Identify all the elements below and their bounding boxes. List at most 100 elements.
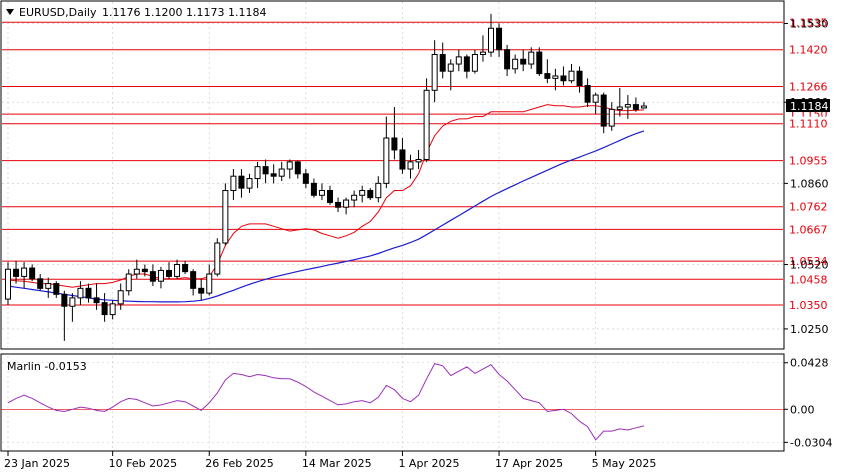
candle-body: [383, 137, 390, 184]
candle-body: [254, 166, 261, 180]
candle-body: [294, 161, 301, 175]
candle-body: [375, 182, 382, 199]
candle-body: [61, 293, 68, 307]
candle-body: [399, 149, 406, 170]
candle-body: [69, 297, 76, 307]
level-label: 1.1266: [789, 80, 828, 93]
price-tick-label: 1.0860: [790, 177, 829, 190]
level-label: 1.0458: [789, 273, 828, 286]
candle-body: [568, 70, 575, 82]
price-tick-label: 1.0520: [790, 258, 829, 271]
time-tick-label: 14 Mar 2025: [302, 457, 372, 470]
candle-body: [198, 287, 205, 294]
candle-body: [270, 173, 277, 177]
red-moving-average-line: [7, 104, 645, 288]
candle-body: [439, 53, 446, 72]
candle-body: [85, 287, 92, 299]
level-label: 1.1110: [789, 118, 828, 131]
candle-body: [77, 287, 84, 299]
candle-body: [13, 268, 20, 277]
candle-body: [632, 104, 639, 110]
candle-body: [45, 283, 52, 289]
candle-body: [608, 108, 615, 127]
candle-body: [149, 271, 156, 282]
price-panel[interactable]: 1.15351.14201.12661.11501.11101.09551.07…: [0, 0, 830, 350]
level-label-bg: [786, 199, 830, 213]
current-price-label: 1.1184: [790, 100, 829, 113]
candle-body: [512, 58, 519, 70]
time-axis: 23 Jan 2025 10 Feb 2025 26 Feb 2025 14 Mar …: [4, 451, 656, 470]
candle-body: [230, 175, 237, 192]
candle-body: [125, 273, 132, 292]
candle-body: [600, 94, 607, 127]
candle-body: [391, 137, 398, 151]
candle-body: [455, 56, 462, 65]
candle-body: [101, 302, 108, 316]
level-label-bg: [786, 254, 830, 268]
level-label-bg: [786, 153, 830, 167]
candle-body: [53, 283, 60, 295]
symbol-label: EURUSD,Daily: [19, 6, 97, 19]
level-label: 1.1420: [789, 44, 828, 57]
oscillator-frame: [0, 353, 785, 452]
candle-body: [576, 70, 583, 87]
time-tick-label: 10 Feb 2025: [109, 457, 177, 470]
candle-body: [5, 268, 11, 300]
level-label: 1.0667: [789, 223, 828, 236]
candle-body: [335, 201, 342, 208]
candle-body: [471, 53, 478, 72]
time-tick-label: 5 May 2025: [592, 457, 657, 470]
level-label: 1.0350: [789, 299, 828, 312]
level-label: 1.1535: [789, 16, 828, 29]
candle-body: [504, 49, 511, 70]
oscillator-tick-label: 0.00: [790, 403, 815, 416]
level-label-bg: [786, 222, 830, 236]
oscillator-panel[interactable]: Marlin -0.0153 0.0428 0.00 -0.0304: [0, 353, 832, 452]
chevron-down-icon[interactable]: [6, 9, 14, 15]
candle-body: [359, 190, 366, 196]
candle-body: [141, 268, 148, 273]
candle-body: [182, 263, 189, 273]
ohlc-label: 1.1176 1.1200 1.1173 1.1184: [102, 6, 266, 19]
candle-body: [488, 27, 494, 53]
level-label-bg: [786, 272, 830, 286]
candle-body: [206, 273, 213, 294]
candle-body: [520, 58, 527, 65]
level-label-bg: [786, 116, 830, 130]
candle-body: [528, 51, 535, 65]
candle-body: [246, 178, 253, 189]
marlin-line: [7, 363, 645, 441]
price-panel-frame: [0, 0, 785, 350]
candle-body: [166, 269, 172, 277]
candle-body: [536, 51, 543, 75]
candle-body: [560, 75, 567, 82]
price-grid: [2, 2, 783, 348]
level-label-bg: [786, 298, 830, 312]
candle-body: [479, 51, 486, 55]
candle-body: [351, 194, 358, 201]
candle-body: [93, 297, 100, 304]
candle-body: [318, 190, 325, 196]
candle-body: [423, 89, 430, 160]
time-tick-label: 26 Feb 2025: [205, 457, 273, 470]
candle-body: [214, 242, 221, 275]
candle-body: [624, 104, 631, 108]
candle-body: [29, 267, 36, 280]
level-price-labels: 1.15351.14201.12661.11501.11101.09551.07…: [786, 15, 830, 312]
candle-body: [367, 190, 374, 199]
oscillator-tick-label: -0.0304: [790, 436, 832, 449]
candle-body: [584, 85, 591, 103]
price-tick-label: 1.1530: [790, 17, 829, 30]
level-label-bg: [786, 15, 830, 29]
candle-body: [222, 190, 229, 244]
candle-body: [463, 56, 470, 72]
time-tick-label: 17 Apr 2025: [495, 457, 563, 470]
candle-body: [190, 271, 197, 289]
candle-body: [327, 190, 333, 203]
candle-body: [117, 290, 124, 305]
price-tick-label: 1.0250: [790, 323, 829, 336]
candle-body: [238, 175, 245, 189]
level-label: 1.0762: [789, 201, 828, 214]
